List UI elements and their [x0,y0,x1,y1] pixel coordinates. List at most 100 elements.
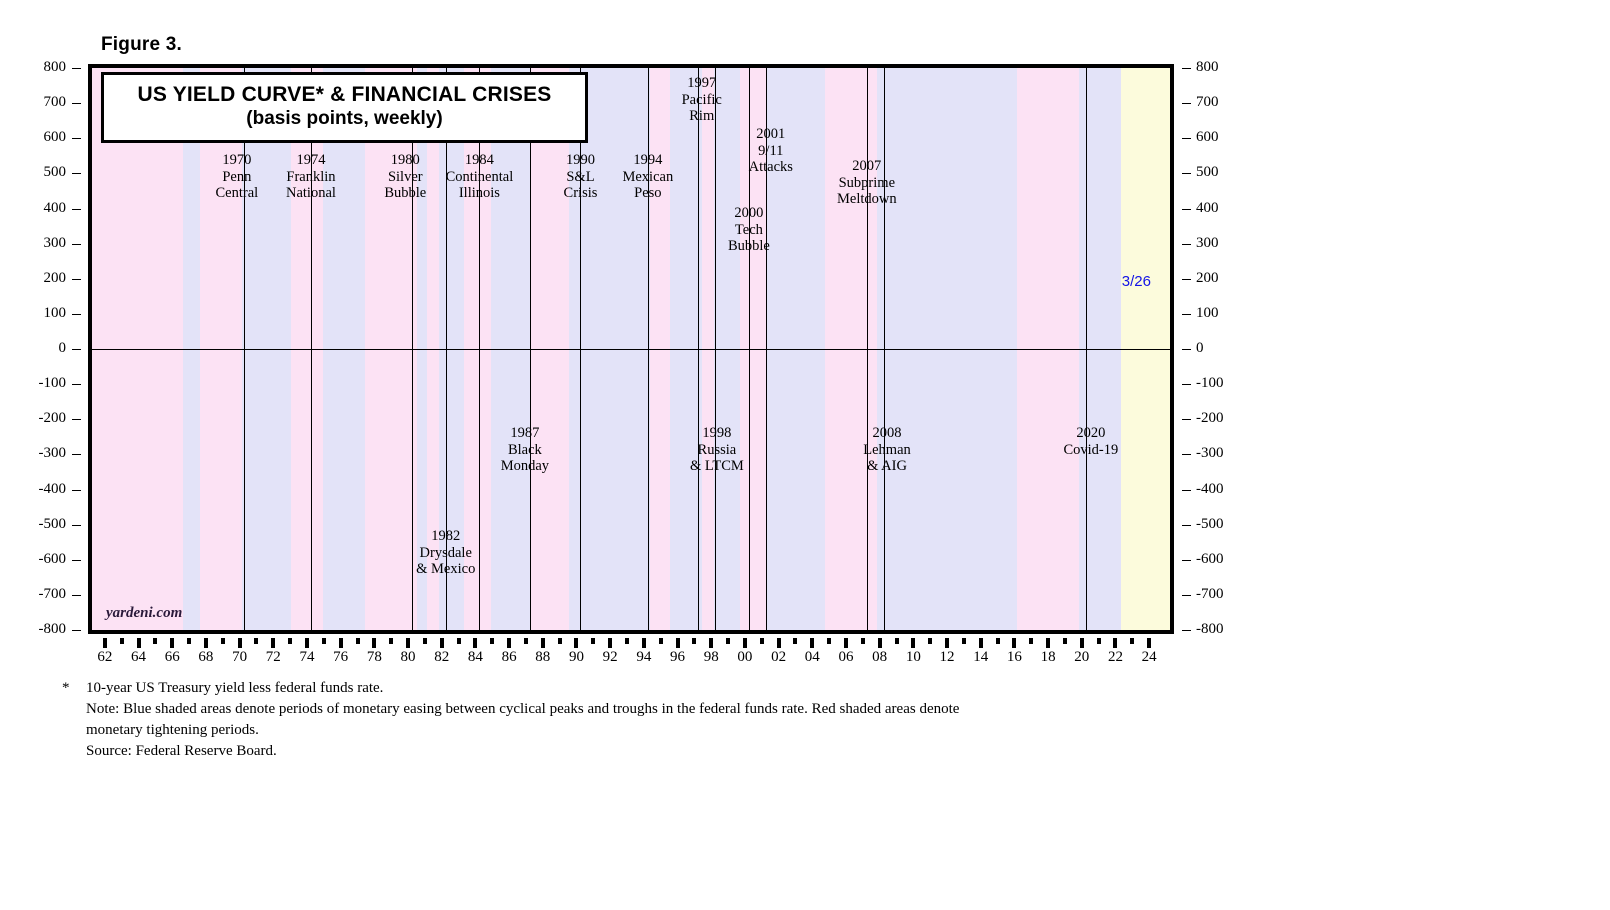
crisis-marker-line-1994 [647,68,649,630]
x-axis-tick-label: 22 [1107,649,1123,665]
x-axis-minor-tick [557,638,562,644]
y-axis-tick-label: -800 [1196,621,1224,637]
y-axis-tick-label: -100 [1196,375,1224,392]
y-axis-tick-label: 500 [1196,164,1219,181]
x-axis-minor-tick [894,638,899,644]
x-axis-tick-mark [271,638,276,648]
y-axis-tick-label: 100 [1196,304,1219,321]
y-axis-tick-mark [72,454,81,456]
x-axis-tick-label: 74 [299,649,315,665]
y-axis-tick-mark [1182,524,1191,526]
x-axis-tick-label: 80 [400,649,416,665]
x-axis: 62 64 66 68 70 72 74 76 78 80 82 84 86 88 90 92 94 96 98 00… [88,638,1174,665]
x-axis-tick-mark [911,638,916,648]
y-axis-tick-label: -400 [1196,480,1224,497]
x-axis-tick-label: 90 [568,649,584,665]
y-axis-tick-mark [1182,594,1191,596]
y-axis-tick-mark [72,349,81,350]
x-axis-tick-mark [574,638,579,648]
y-axis-tick-mark [72,138,81,140]
x-axis-minor-tick [321,638,326,644]
x-axis-minor-tick [523,638,528,644]
x-axis-minor-tick [1062,638,1067,644]
x-axis-tick-label: 94 [636,649,652,665]
x-axis-tick-mark [843,638,848,648]
x-axis-tick-mark [641,638,646,648]
x-axis-tick-label: 98 [703,649,719,665]
crisis-marker-line-1990 [580,68,582,630]
x-axis-tick-mark [709,638,714,648]
y-axis-tick-label: 0 [58,340,67,356]
x-axis-minor-tick [793,638,798,644]
footnote-star-marker: * [62,680,70,696]
x-axis-tick-mark [540,638,545,648]
y-axis-tick-mark [72,278,81,280]
crisis-marker-line-1982 [445,68,447,630]
y-axis-tick-label: -300 [1196,445,1224,462]
y-axis-tick-label: -200 [1196,410,1224,427]
x-axis-tick-label: 02 [771,649,787,665]
x-axis-tick-label: 82 [434,649,450,665]
y-axis-tick-label: 800 [1196,59,1219,75]
y-axis-tick-label: 200 [1196,269,1219,286]
x-axis-tick-mark [810,638,815,648]
x-axis-tick-label: 66 [164,649,180,665]
y-axis-tick-mark [1182,313,1191,315]
y-axis-tick-label: -500 [1196,515,1224,532]
chart-inner: yardeni.com [92,68,1170,630]
watermark: yardeni.com [106,605,183,621]
crisis-marker-line-1974 [310,68,312,630]
x-axis-minor-tick [389,638,394,644]
x-axis-tick-mark [742,638,747,648]
x-axis-tick-label: 70 [232,649,248,665]
x-axis-tick-mark [776,638,781,648]
y-axis-tick-label: -800 [38,621,67,637]
x-axis-tick-label: 68 [198,649,214,665]
y-axis-tick-mark [72,559,81,561]
x-axis-tick-label: 20 [1074,649,1090,665]
y-axis-tick-label: -700 [1196,585,1224,602]
x-axis-tick-mark [237,638,242,648]
x-axis-tick-mark [473,638,478,648]
y-axis-tick-mark [72,313,81,315]
y-axis-tick-mark [1182,630,1191,631]
footnote-star-text: 10-year US Treasury yield less federal f… [86,680,384,696]
x-axis-minor-tick [1096,638,1101,644]
y-axis-tick-label: -700 [38,585,67,602]
crisis-marker-line-2007 [866,68,868,630]
crisis-marker-line-1980 [412,68,414,630]
x-axis-tick-mark [1147,638,1152,648]
chart-footnotes: * 10-year US Treasury yield less federal… [62,678,1192,762]
x-axis-tick-mark [136,638,141,648]
crisis-marker-line-2000 [748,68,750,630]
x-axis-minor-tick [759,638,764,644]
x-axis-tick-label: 04 [804,649,820,665]
x-axis-minor-tick [220,638,225,644]
x-axis-tick-label: 78 [366,649,382,665]
y-axis-tick-label: -400 [38,480,67,497]
y-axis-tick-label: 700 [43,94,67,111]
x-axis-tick-mark [406,638,411,648]
y-axis-tick-mark [1182,419,1191,421]
x-axis-tick-mark [945,638,950,648]
y-axis-tick-label: 700 [1196,94,1219,111]
y-axis-tick-label: 300 [43,234,67,251]
y-axis-tick-mark [1182,559,1191,561]
y-axis-tick-mark [1182,278,1191,280]
x-axis-minor-tick [254,638,259,644]
x-axis-tick-label: 96 [670,649,686,665]
y-axis-tick-label: -300 [38,445,67,462]
x-axis-tick-label: 76 [333,649,349,665]
footnote-note-text-cont: monetary tightening periods. [86,722,259,738]
chart-title-line1: US YIELD CURVE* & FINANCIAL CRISES [137,83,552,106]
footnote-source-text: Source: Federal Reserve Board. [86,743,277,759]
crisis-marker-line-1997 [698,68,700,630]
y-axis-tick-mark [1182,454,1191,456]
y-axis-tick-label: 400 [1196,199,1219,216]
crisis-marker-line-1998 [715,68,717,630]
y-axis-tick-label: 300 [1196,234,1219,251]
y-axis-tick-label: 0 [1196,340,1204,356]
x-axis-tick-mark [1079,638,1084,648]
y-axis-tick-mark [72,243,81,245]
